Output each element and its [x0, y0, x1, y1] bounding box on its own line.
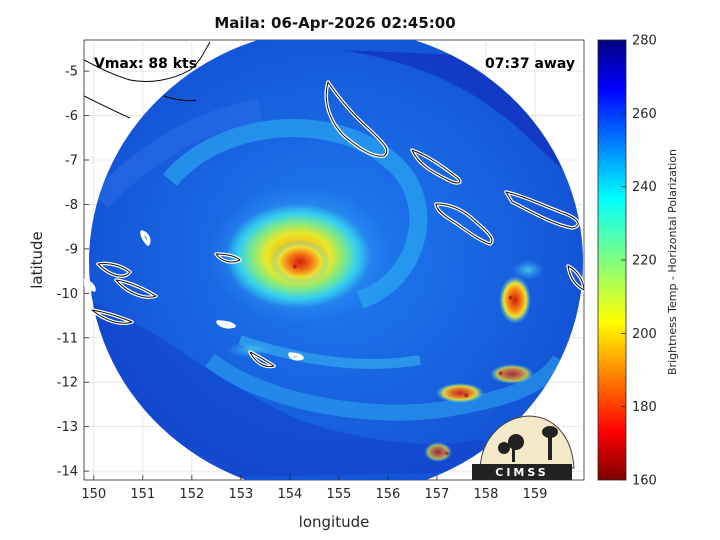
chart-title: Maila: 06-Apr-2026 02:45:00	[214, 14, 455, 32]
x-axis: 150 151 152 153 154 155 156 157 158 159	[81, 475, 547, 502]
y-tick-label: -13	[57, 420, 78, 435]
x-tick-label: 157	[425, 487, 450, 502]
colorbar-ticks: 280 260 240 220 200 180 160	[621, 34, 657, 489]
colorbar-tick-label: 260	[632, 107, 657, 122]
x-tick-label: 154	[277, 487, 302, 502]
warm-core-point	[464, 393, 469, 398]
warm-core-point	[498, 371, 503, 376]
y-tick-label: -14	[57, 465, 78, 480]
y-axis-label: latitude	[28, 231, 46, 289]
warm-core-point	[292, 264, 297, 269]
warm-core-point	[508, 295, 513, 300]
colorbar-tick-label: 180	[632, 400, 657, 415]
colorbar-tick-label: 280	[632, 34, 657, 49]
x-tick-label: 153	[228, 487, 253, 502]
logo-text: CIMSS	[495, 466, 548, 479]
y-tick-label: -10	[57, 287, 78, 302]
vmax-annotation: Vmax: 88 kts	[94, 56, 197, 72]
x-axis-label: longitude	[299, 513, 370, 531]
x-tick-label: 150	[81, 487, 106, 502]
x-tick-label: 159	[523, 487, 548, 502]
x-tick-label: 151	[130, 487, 155, 502]
y-tick-label: -7	[65, 154, 78, 169]
plot-area: CIMSS Vmax: 88 kts 07:37 away	[83, 39, 585, 481]
y-tick-label: -9	[65, 242, 78, 257]
cimss-logo: CIMSS	[472, 415, 575, 480]
x-tick-label: 152	[179, 487, 204, 502]
x-tick-label: 155	[326, 487, 351, 502]
x-tick-label: 158	[474, 487, 499, 502]
colorbar-tick-label: 240	[632, 180, 657, 195]
colorbar-tick-label: 160	[632, 474, 657, 489]
microwave-swath	[89, 40, 583, 480]
y-tick-label: -12	[57, 376, 78, 391]
colorbar-tick-label: 220	[632, 254, 657, 269]
time-away-annotation: 07:37 away	[485, 56, 575, 72]
y-tick-label: -5	[65, 65, 78, 80]
colorbar-label: Brightness Temp - Horizontal Polarizatio…	[666, 149, 679, 375]
y-tick-label: -11	[57, 331, 78, 346]
colorbar: 280 260 240 220 200 180 160 Brightness Temp - …	[597, 34, 679, 489]
x-tick-label: 156	[376, 487, 401, 502]
y-axis: -5 -6 -7 -8 -9 -10 -11 -12 -13 -14	[57, 65, 89, 480]
warm-core-point	[444, 451, 449, 456]
coastlines-outline	[84, 41, 584, 367]
y-tick-label: -8	[65, 198, 78, 213]
y-tick-label: -6	[65, 109, 78, 124]
warm-core-features	[292, 264, 513, 456]
colorbar-tick-label: 200	[632, 327, 657, 342]
